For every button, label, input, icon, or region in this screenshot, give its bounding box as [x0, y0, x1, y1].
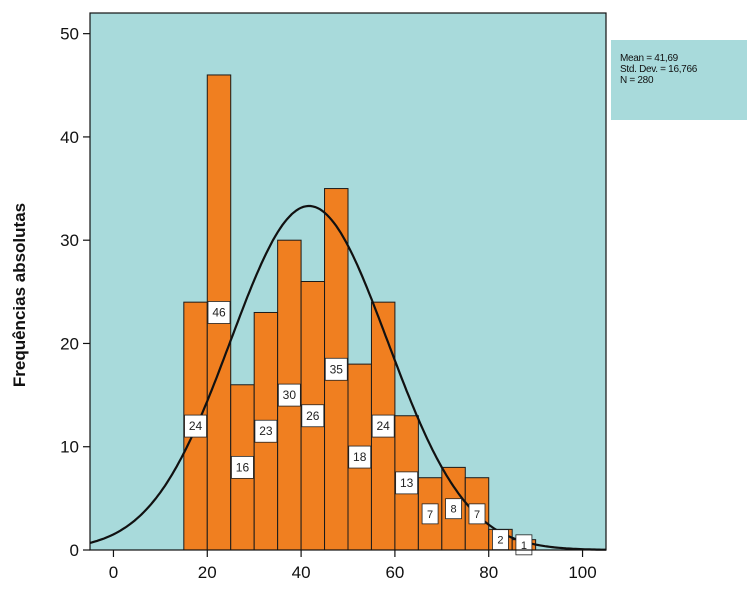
bar-label-box-6 [301, 404, 325, 428]
x-tick-label-40: 40 [292, 563, 311, 582]
bar-label-3: 16 [236, 460, 250, 474]
stats-mean: Mean = 41,69 [620, 53, 678, 64]
y-tick-label-30: 30 [60, 231, 79, 250]
bar-label-4: 23 [259, 424, 273, 438]
stats-box: Mean = 41,69 Std. Dev. = 16,766 N = 280 [611, 40, 747, 120]
bar-label-10: 13 [400, 476, 414, 490]
bar-label-box-11 [421, 503, 439, 525]
bar-label-7: 35 [330, 362, 344, 376]
bar-label-box-7 [324, 357, 348, 381]
stats-sd: Std. Dev. = 16,766 [620, 64, 697, 75]
bar-label-box-9 [371, 414, 395, 438]
bar-label-box-2 [207, 301, 231, 324]
bar-label-box-1 [184, 414, 207, 438]
bar-label-11: 7 [427, 509, 433, 521]
bar-label-13: 7 [474, 509, 480, 521]
x-tick-label-0: 0 [109, 563, 118, 582]
bar-label-box-12 [445, 498, 462, 520]
bar-label-box-4 [254, 419, 278, 443]
y-axis-label: Frequências absolutas [10, 202, 29, 388]
bar-label-9: 24 [377, 419, 391, 433]
bar-label-15: 1 [521, 540, 527, 552]
y-tick-label-10: 10 [60, 438, 79, 457]
y-tick-label-50: 50 [60, 25, 79, 44]
bar-label-12: 8 [450, 504, 456, 516]
y-tick-label-20: 20 [60, 334, 79, 353]
bar-label-6: 26 [306, 409, 320, 423]
x-tick-label-100: 100 [568, 563, 596, 582]
bar-label-5: 30 [283, 388, 297, 402]
bar-label-box-5 [277, 383, 301, 407]
bar-label-box-8 [348, 445, 372, 469]
x-tick-label-20: 20 [198, 563, 217, 582]
bar-label-box-3 [231, 455, 254, 479]
y-tick-label-0: 0 [70, 541, 79, 560]
y-tick-label-40: 40 [60, 128, 79, 147]
bar-label-2: 46 [212, 305, 226, 319]
bar-label-box-10 [395, 471, 419, 495]
bar-label-8: 18 [353, 450, 367, 464]
bar-label-14: 2 [497, 535, 503, 547]
bar-label-box-13 [468, 503, 486, 525]
bar-label-1: 24 [189, 419, 203, 433]
stats-n: N = 280 [620, 75, 654, 86]
x-tick-label-60: 60 [385, 563, 404, 582]
plot-frame [89, 12, 607, 551]
x-tick-label-80: 80 [479, 563, 498, 582]
